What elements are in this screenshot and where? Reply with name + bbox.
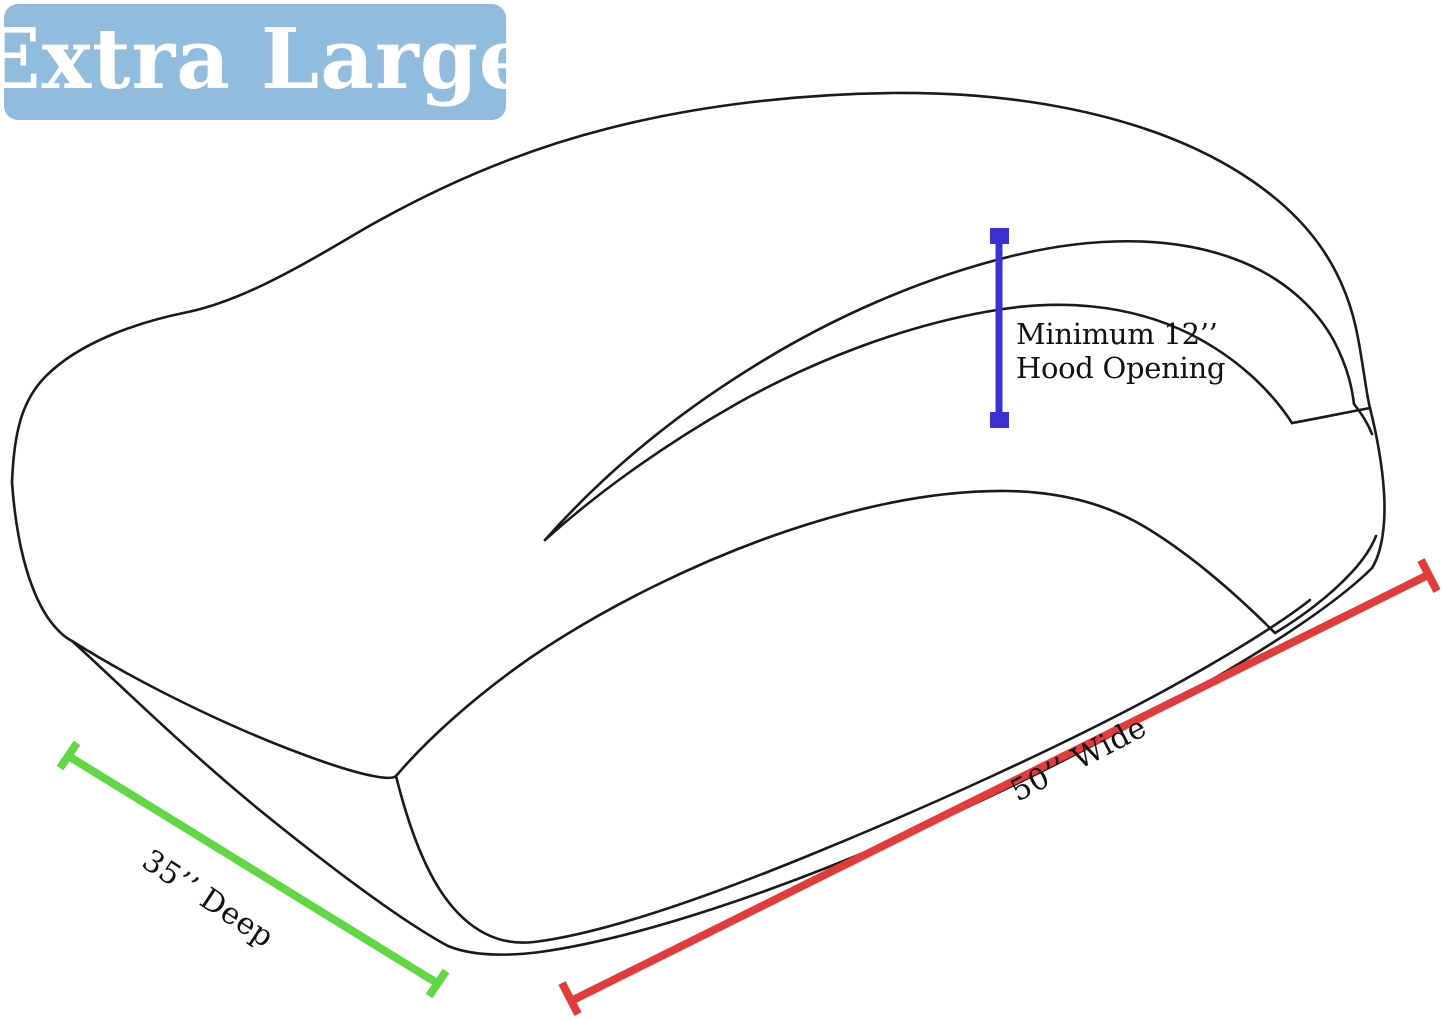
hood-opening-label-line1: Minimum 12’’ <box>1016 317 1218 351</box>
size-badge: Extra Large <box>0 4 532 120</box>
depth-dimension-line <box>56 740 450 999</box>
outline-top-ridge <box>10 91 1372 484</box>
outline-bottom-front <box>394 598 1312 944</box>
outline-left-body-seam <box>70 639 398 780</box>
width-dimension-line <box>558 558 1441 1016</box>
hood-opening-cap-bottom <box>990 412 1009 428</box>
depth-cap-top <box>56 740 81 771</box>
outline-right-corner-crease <box>1352 402 1374 436</box>
outline-right-lower-edge <box>1273 534 1378 635</box>
depth-cap-bottom <box>425 968 450 999</box>
outline-bottom-rear <box>446 566 1374 956</box>
cargo-bag-outline <box>10 91 1386 956</box>
outline-left-front-edge <box>10 480 450 948</box>
size-badge-label: Extra Large <box>0 9 533 108</box>
hood-opening-dimension-line <box>990 228 1009 428</box>
hood-opening-label-line2: Hood Opening <box>1016 351 1226 386</box>
width-cap-right <box>1417 558 1441 593</box>
outline-lid-ridge <box>543 239 1356 542</box>
depth-line <box>67 753 440 987</box>
outline-right-face-edge <box>1290 406 1372 425</box>
hood-opening-label: Minimum 12’’ Hood Opening <box>1016 317 1225 385</box>
outline-front-shoulder <box>394 489 1277 778</box>
hood-opening-cap-top <box>990 228 1009 244</box>
width-cap-left <box>558 981 582 1016</box>
outline-right-side-panel <box>1368 406 1386 570</box>
outline-lid-seam <box>543 303 1294 542</box>
width-line <box>571 571 1430 1004</box>
